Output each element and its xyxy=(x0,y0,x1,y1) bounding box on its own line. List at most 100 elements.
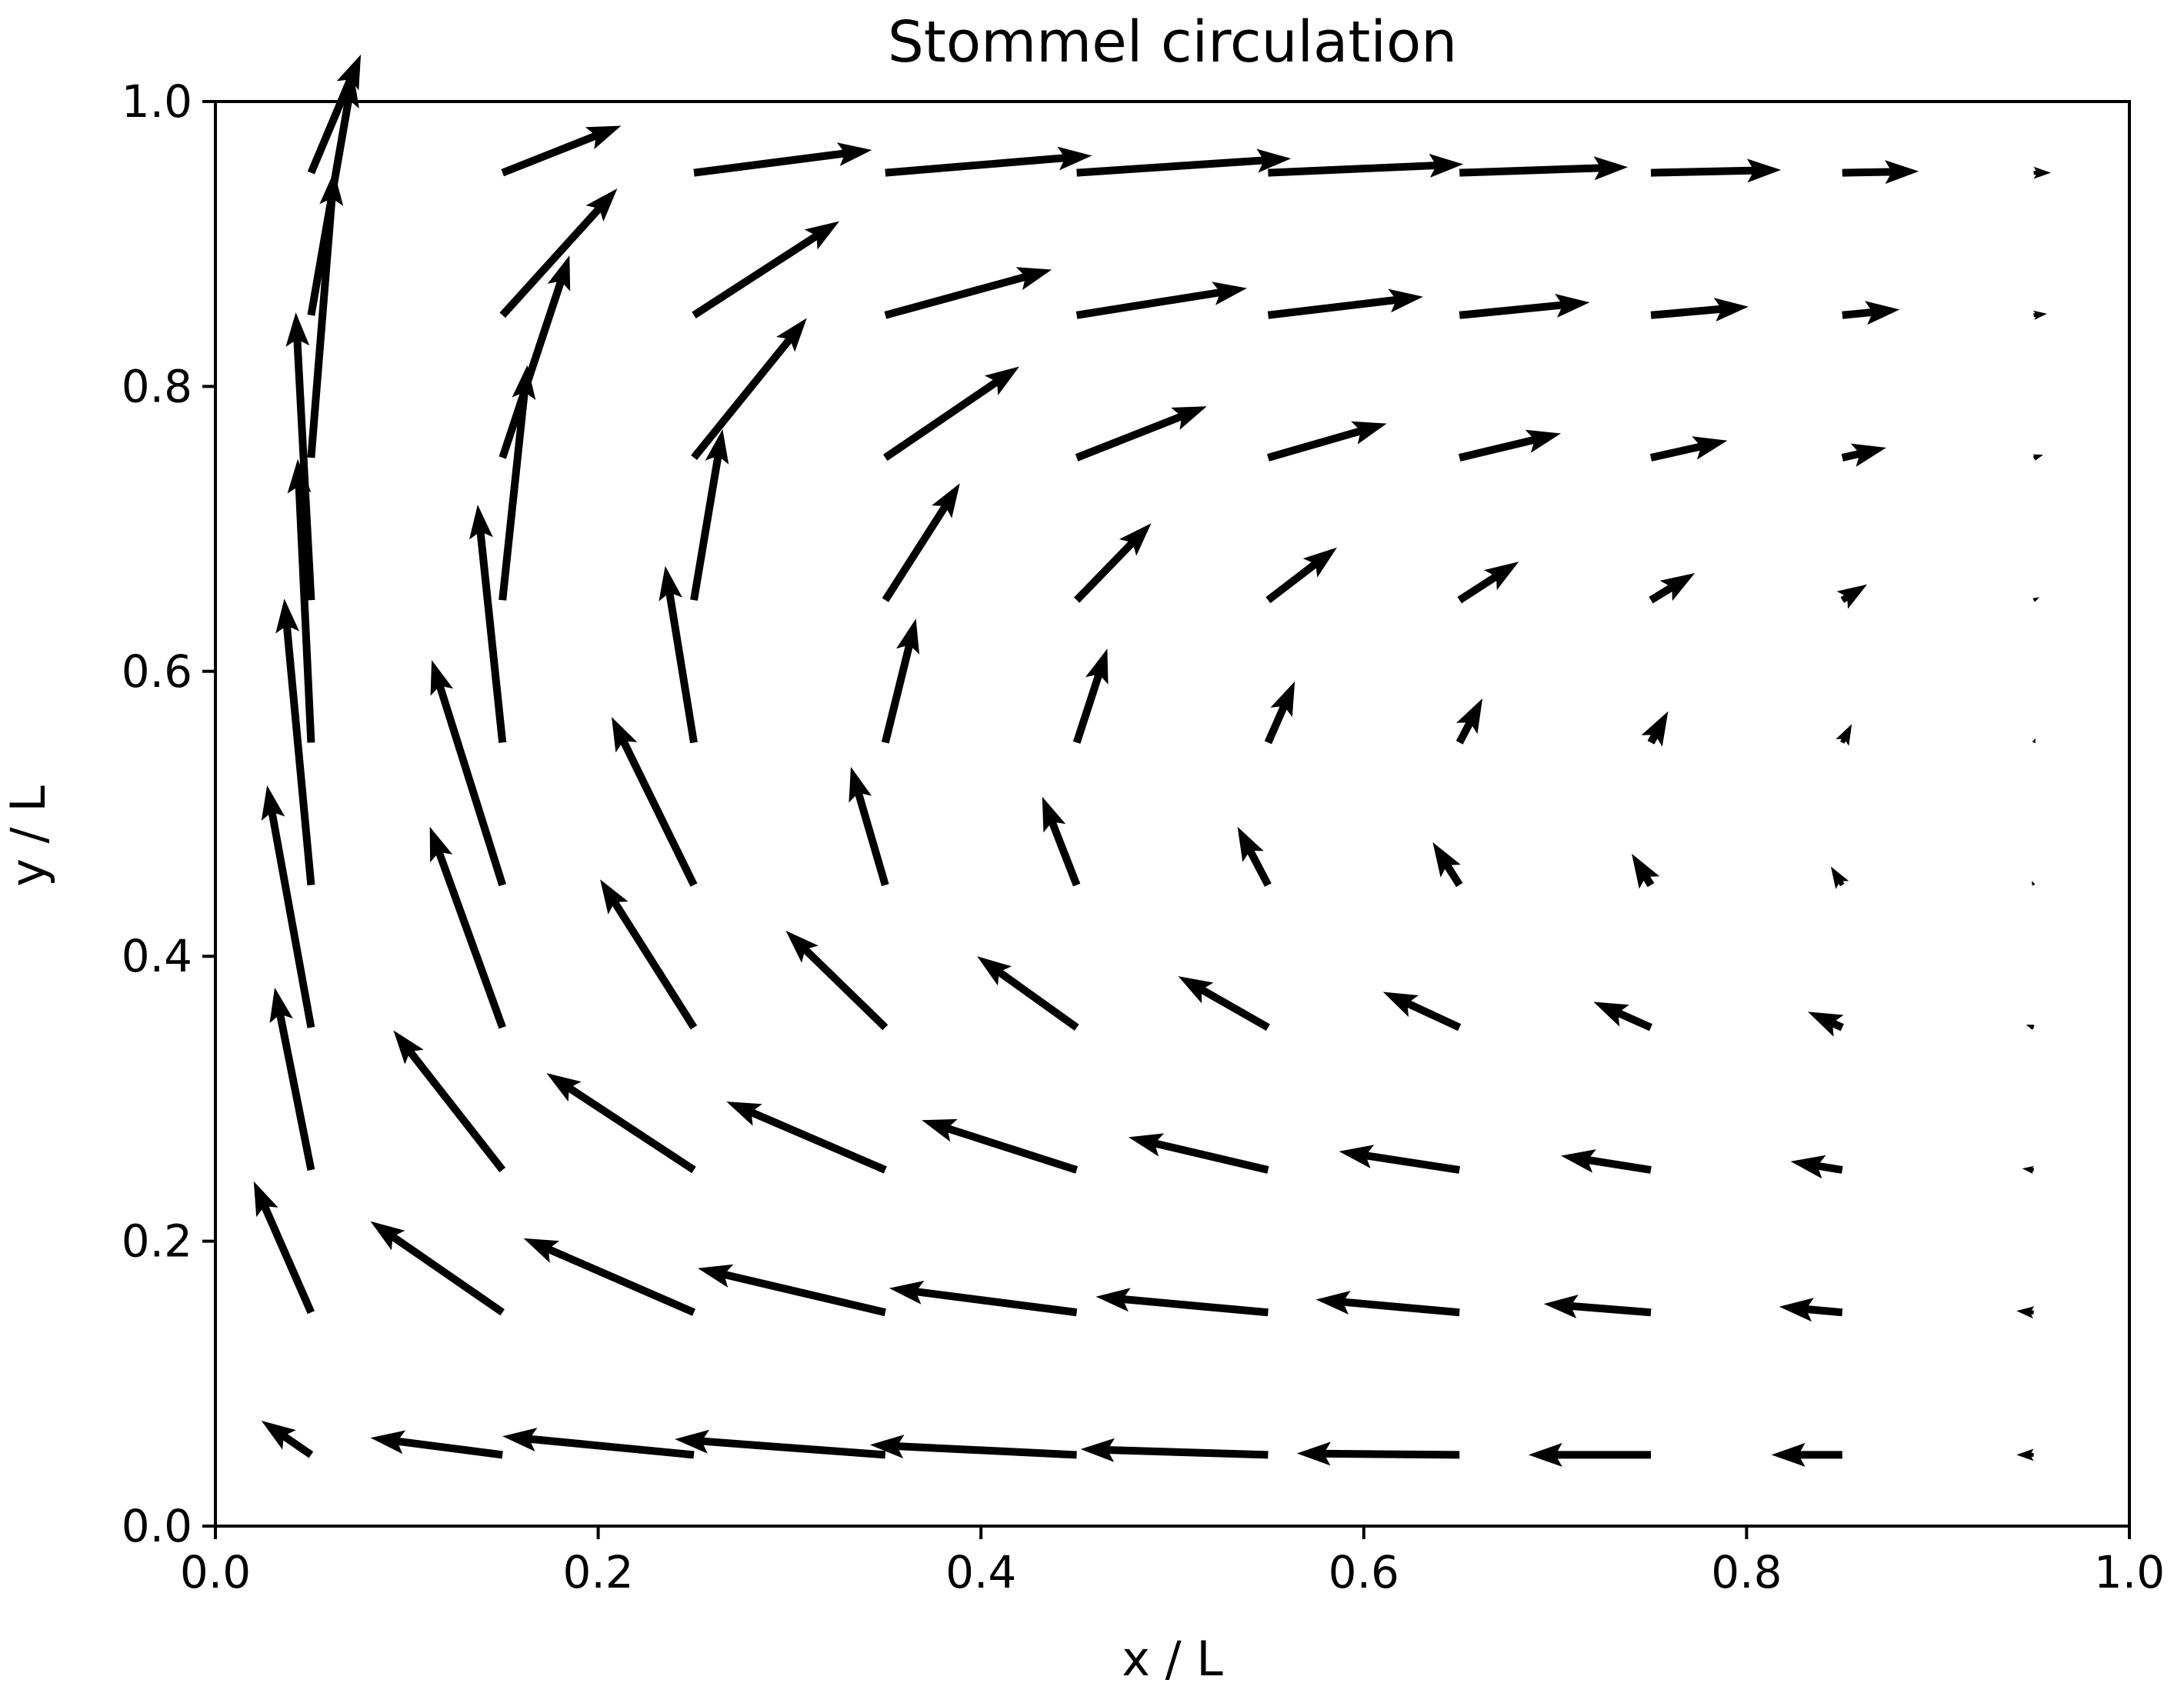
velocity-arrow xyxy=(882,483,960,602)
x-axis-label: x / L xyxy=(1122,1631,1223,1687)
velocity-arrow xyxy=(2032,310,2047,320)
velocity-arrow xyxy=(1382,991,1462,1031)
velocity-arrow xyxy=(1459,429,1562,462)
velocity-arrow xyxy=(1641,711,1669,747)
velocity-arrow xyxy=(430,660,506,887)
velocity-arrow xyxy=(1841,443,1886,467)
velocity-arrow xyxy=(869,1435,1077,1459)
velocity-arrow xyxy=(922,1118,1079,1174)
velocity-arrow xyxy=(849,766,889,886)
y-tick-label: 1.0 xyxy=(122,75,192,128)
velocity-arrow xyxy=(1790,1155,1843,1179)
velocity-arrow xyxy=(692,221,840,318)
velocity-arrow xyxy=(307,171,344,458)
velocity-arrow xyxy=(2026,1025,2035,1031)
velocity-arrow xyxy=(1267,288,1423,319)
velocity-arrow xyxy=(1808,1011,1844,1037)
velocity-arrow xyxy=(1264,681,1295,745)
velocity-arrow xyxy=(612,717,698,887)
velocity-arrow xyxy=(2032,738,2036,744)
velocity-arrow xyxy=(600,879,698,1030)
velocity-arrow xyxy=(2033,166,2051,179)
velocity-arrow xyxy=(275,598,315,886)
velocity-arrow xyxy=(881,618,920,744)
velocity-arrow xyxy=(1650,298,1749,322)
velocity-arrow xyxy=(1080,1438,1269,1462)
velocity-arrow xyxy=(1075,406,1207,462)
velocity-arrow xyxy=(698,1264,886,1317)
y-axis-label: y / L xyxy=(0,785,56,887)
velocity-arrow xyxy=(2032,454,2043,462)
velocity-arrow xyxy=(307,54,362,175)
velocity-arrow xyxy=(2032,597,2040,602)
velocity-arrow xyxy=(1650,158,1782,183)
velocity-arrow xyxy=(1455,698,1483,745)
x-tick-label: 0.8 xyxy=(1711,1546,1782,1598)
velocity-arrow xyxy=(370,1221,505,1316)
x-tick-label: 0.0 xyxy=(180,1546,251,1598)
velocity-arrow xyxy=(693,142,872,177)
velocity-arrow xyxy=(885,146,1092,177)
velocity-arrow xyxy=(1593,1001,1652,1031)
y-tick-label: 0.4 xyxy=(122,930,192,982)
velocity-arrow xyxy=(523,1238,695,1316)
y-tick-label: 0.0 xyxy=(122,1500,192,1552)
velocity-arrow xyxy=(1339,1145,1460,1174)
velocity-arrow xyxy=(261,785,315,1028)
velocity-arrow xyxy=(546,1073,696,1174)
velocity-arrow xyxy=(883,366,1019,462)
velocity-arrow xyxy=(1830,866,1849,889)
velocity-arrow xyxy=(1042,796,1081,887)
velocity-arrow xyxy=(2022,1165,2035,1175)
velocity-arrow xyxy=(726,1101,887,1174)
velocity-arrow xyxy=(498,365,536,601)
velocity-arrow xyxy=(1178,976,1270,1031)
velocity-arrow xyxy=(1632,853,1660,889)
velocity-arrow xyxy=(785,930,889,1031)
velocity-arrow xyxy=(691,318,807,461)
velocity-arrow xyxy=(269,987,315,1171)
velocity-arrow xyxy=(1842,301,1900,325)
velocity-arrow xyxy=(675,1429,886,1459)
x-tick-label: 0.6 xyxy=(1329,1546,1399,1598)
velocity-arrow xyxy=(1543,1295,1652,1318)
velocity-arrow xyxy=(1459,294,1590,319)
velocity-arrow xyxy=(499,188,618,318)
velocity-arrow xyxy=(1072,648,1109,744)
velocity-arrow xyxy=(1779,1298,1843,1322)
velocity-arrow xyxy=(889,1281,1078,1317)
velocity-arrow xyxy=(884,267,1052,319)
velocity-arrow xyxy=(1268,153,1464,178)
velocity-arrow xyxy=(429,826,506,1029)
velocity-arrow xyxy=(1296,1441,1460,1466)
velocity-arrow xyxy=(285,312,315,601)
velocity-arrow xyxy=(1432,842,1463,888)
velocity-arrow xyxy=(690,429,729,601)
y-tick-label: 0.8 xyxy=(122,360,192,412)
velocity-arrow xyxy=(1076,148,1292,177)
y-tick-label: 0.2 xyxy=(122,1215,192,1268)
velocity-arrow xyxy=(261,1421,314,1458)
velocity-arrow xyxy=(287,458,315,743)
velocity-arrow xyxy=(1842,160,1919,185)
velocity-arrow xyxy=(1237,826,1272,887)
plot-area-frame xyxy=(214,100,2131,1528)
vector-field xyxy=(253,54,2051,1467)
velocity-arrow xyxy=(1836,584,1868,609)
velocity-arrow xyxy=(977,956,1079,1031)
velocity-arrow xyxy=(1075,282,1247,319)
velocity-arrow xyxy=(253,1181,315,1315)
velocity-arrow xyxy=(1457,562,1519,604)
x-axis-ticks: 0.0 0.2 0.4 0.6 0.8 1.0 xyxy=(180,1526,2165,1598)
velocity-arrow xyxy=(1265,547,1337,604)
velocity-arrow xyxy=(498,255,571,459)
chart-title: Stommel circulation xyxy=(888,9,1457,75)
velocity-arrow xyxy=(1095,1288,1269,1317)
velocity-arrow xyxy=(1459,156,1629,181)
velocity-arrow xyxy=(501,125,622,177)
y-axis-label-text: y / L xyxy=(0,785,56,887)
velocity-arrow xyxy=(393,1030,506,1173)
velocity-arrow xyxy=(469,505,507,743)
velocity-arrow xyxy=(1836,724,1852,746)
